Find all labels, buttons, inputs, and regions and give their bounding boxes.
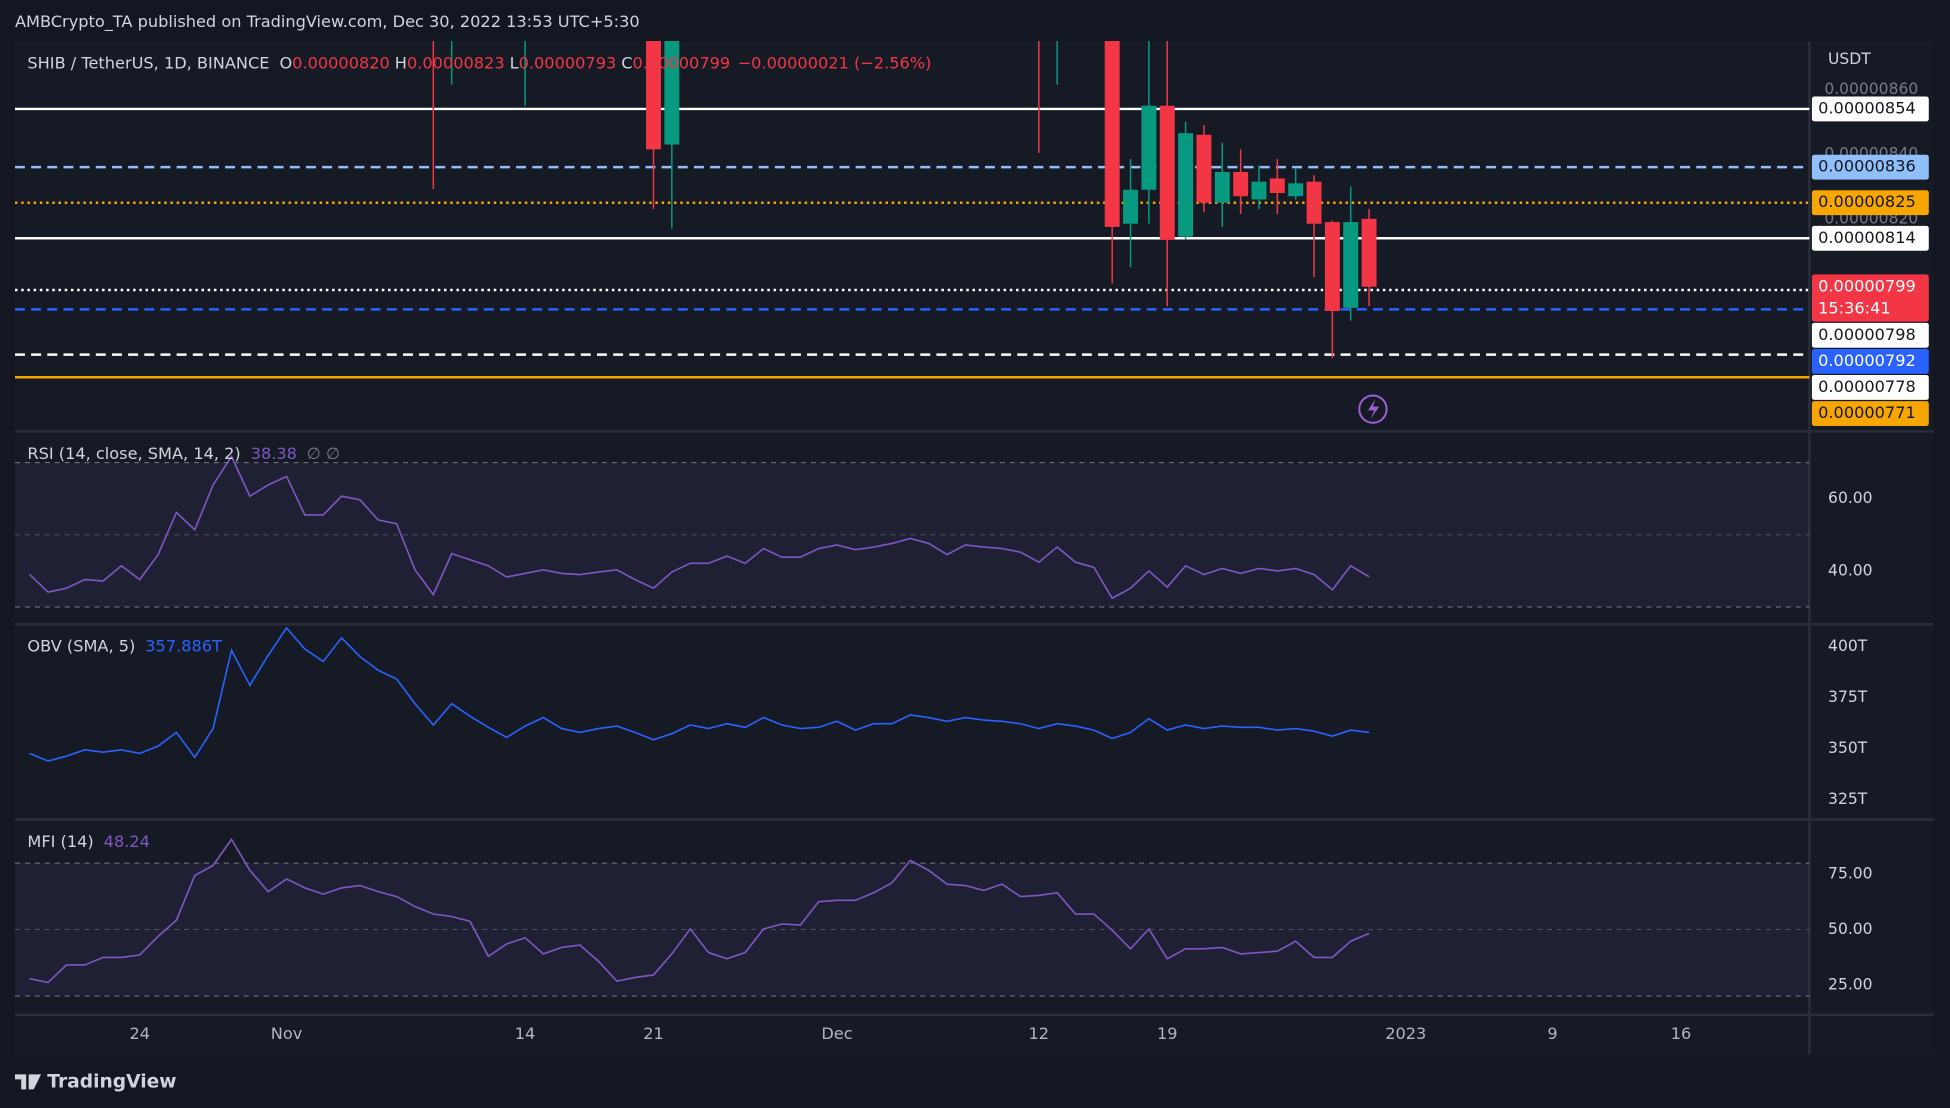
pane-separators bbox=[14, 41, 1934, 1055]
price-tag bbox=[1811, 225, 1929, 251]
y-tick-label: 40.00 bbox=[1828, 561, 1872, 579]
x-tick-label: 21 bbox=[643, 1024, 664, 1043]
x-tick-label: Nov bbox=[271, 1024, 303, 1043]
y-tick-label: 350T bbox=[1828, 739, 1868, 757]
y-tick-label: 0.00000860 bbox=[1824, 80, 1918, 98]
price-tag-label: 0.00000825 bbox=[1818, 192, 1916, 211]
chart-area bbox=[14, 41, 1934, 1055]
price-tag bbox=[1811, 322, 1929, 348]
price-tag-label: 0.00000814 bbox=[1818, 228, 1916, 247]
price-tag-label: 0.00000854 bbox=[1818, 98, 1916, 117]
indicator-value: 357.886T bbox=[145, 636, 222, 655]
price-tag-label: 0.00000792 bbox=[1818, 351, 1916, 370]
x-tick-label: Dec bbox=[821, 1024, 852, 1043]
y-tick-label: 25.00 bbox=[1828, 975, 1872, 993]
x-tick-label: 14 bbox=[515, 1024, 536, 1043]
price-tag-label: 0.00000799 bbox=[1818, 276, 1916, 295]
candle-body bbox=[664, 41, 680, 145]
price-tag-label: 0.00000778 bbox=[1818, 377, 1916, 396]
price-tag bbox=[1811, 348, 1929, 374]
y-tick-label: 325T bbox=[1828, 790, 1868, 808]
candle-body bbox=[1214, 171, 1230, 203]
candle-body bbox=[1306, 181, 1322, 224]
indicator-title: MFI (14) bbox=[27, 831, 93, 850]
candle-body bbox=[1233, 171, 1249, 197]
price-tag bbox=[1811, 401, 1929, 427]
y-tick-label: 400T bbox=[1828, 637, 1868, 655]
candle-body bbox=[1361, 218, 1377, 287]
ohlc-value: 0.00000820 bbox=[292, 53, 390, 72]
change: −0.00000021 (−2.56%) bbox=[738, 53, 932, 72]
indicator-legend: OBV (SMA, 5) 357.886T bbox=[27, 636, 222, 655]
ohlc-value: 0.00000799 bbox=[633, 53, 731, 72]
price-tag bbox=[1811, 190, 1929, 216]
candle-body bbox=[646, 41, 661, 150]
candle-body bbox=[1324, 222, 1340, 312]
ohlc-value: 0.00000823 bbox=[407, 53, 505, 72]
ohlc-key: O bbox=[279, 53, 292, 72]
price-plot bbox=[14, 41, 1810, 379]
x-tick-label: 9 bbox=[1547, 1024, 1557, 1043]
candle-body bbox=[1159, 105, 1175, 240]
candle-body bbox=[1178, 133, 1194, 237]
candle-body bbox=[1104, 41, 1120, 227]
axis-label: USDT bbox=[1828, 50, 1871, 68]
y-tick-label: 75.00 bbox=[1828, 865, 1872, 883]
y-tick-label: 375T bbox=[1828, 688, 1868, 706]
price-tag bbox=[1811, 154, 1929, 180]
brand: TradingView bbox=[47, 1071, 176, 1092]
candle-body bbox=[1141, 105, 1157, 190]
x-tick-label: 12 bbox=[1029, 1024, 1050, 1043]
candle-body bbox=[1196, 134, 1212, 203]
candle-body bbox=[1269, 178, 1285, 193]
candle-body bbox=[1288, 183, 1304, 197]
price-tag-label: 0.00000836 bbox=[1818, 157, 1916, 176]
price-tag bbox=[1811, 375, 1929, 400]
price-tag-label: 0.00000798 bbox=[1818, 325, 1916, 344]
indicator-line bbox=[29, 837, 1370, 984]
ohlc-key: H bbox=[395, 53, 407, 72]
indicator-extra: ∅ ∅ bbox=[307, 443, 340, 462]
countdown: 15:36:41 bbox=[1818, 299, 1891, 318]
x-tick-label: 2023 bbox=[1385, 1024, 1426, 1043]
footer-logo bbox=[14, 1074, 42, 1090]
indicator-line bbox=[29, 454, 1370, 600]
indicator-legend: MFI (14) 48.24 bbox=[27, 831, 150, 850]
ohlc-key: L bbox=[510, 53, 519, 72]
candle-body bbox=[1343, 222, 1359, 308]
indicator-title: OBV (SMA, 5) bbox=[27, 636, 135, 655]
indicator-legend: RSI (14, close, SMA, 14, 2) 38.38 ∅ ∅ bbox=[27, 443, 340, 462]
x-tick-label: 24 bbox=[129, 1024, 150, 1043]
price-tag bbox=[1811, 274, 1929, 322]
symbol-legend: SHIB / TetherUS, 1D, BINANCE O0.00000820 H… bbox=[27, 53, 931, 72]
candle-body bbox=[1123, 189, 1139, 224]
indicator-value: 38.38 bbox=[251, 443, 297, 462]
y-tick-label: 60.00 bbox=[1828, 489, 1872, 507]
candle-body bbox=[1251, 181, 1267, 200]
symbol: SHIB / TetherUS, 1D, BINANCE bbox=[27, 53, 269, 72]
x-tick-label: 16 bbox=[1671, 1024, 1692, 1043]
y-tick-label: 50.00 bbox=[1828, 920, 1872, 938]
price-tag bbox=[1811, 96, 1929, 122]
ohlc-value: 0.00000793 bbox=[519, 53, 617, 72]
price-tag-label: 0.00000771 bbox=[1818, 403, 1916, 422]
lightning-icon bbox=[1358, 394, 1388, 424]
publisher: AMBCrypto_TA published on TradingView.co… bbox=[15, 12, 640, 32]
ohlc-key: C bbox=[621, 53, 632, 72]
indicator-value: 48.24 bbox=[104, 831, 150, 850]
indicator-title: RSI (14, close, SMA, 14, 2) bbox=[27, 443, 240, 462]
indicator-line bbox=[29, 626, 1370, 762]
x-tick-label: 19 bbox=[1157, 1024, 1178, 1043]
